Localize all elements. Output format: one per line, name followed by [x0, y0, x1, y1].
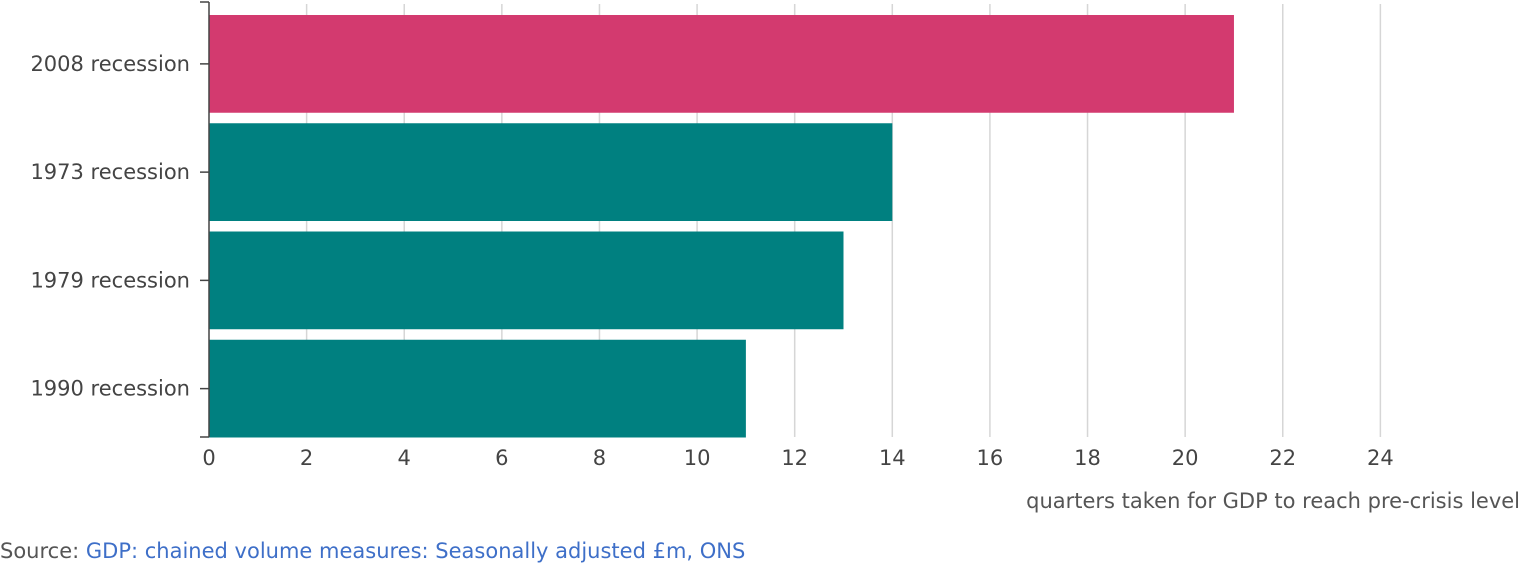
axes: 2008 recession 1973 recession 1979 recessi… [30, 1, 1394, 470]
x-tick-label-20: 20 [1172, 446, 1199, 470]
x-tick-label-12: 12 [781, 446, 808, 470]
x-tick-label-16: 16 [977, 446, 1004, 470]
x-axis-title: quarters taken for GDP to reach pre-cris… [1026, 489, 1520, 513]
y-tick-label: 2008 recession [30, 52, 190, 76]
bar-chart: 2008 recession 1973 recession 1979 recessi… [30, 1, 1520, 513]
x-tick-label-18: 18 [1074, 446, 1101, 470]
x-tick-label-2: 2 [300, 446, 313, 470]
bar-2008-recession [209, 15, 1234, 113]
x-tick-label-4: 4 [398, 446, 411, 470]
source-prefix: Source: [0, 539, 86, 563]
bars [209, 15, 1234, 438]
y-tick-label: 1973 recession [30, 160, 190, 184]
bar-1973-recession [209, 123, 893, 221]
x-tick-label-0: 0 [202, 446, 215, 470]
x-tick-label-24: 24 [1367, 446, 1394, 470]
bar-1979-recession [209, 231, 844, 330]
y-tick-label: 1979 recession [30, 268, 190, 292]
source-link[interactable]: GDP: chained volume measures: Seasonally… [85, 539, 746, 563]
x-tick-label-8: 8 [593, 446, 606, 470]
bar-1990-recession [209, 339, 746, 438]
x-tick-label-6: 6 [495, 446, 508, 470]
x-tick-label-10: 10 [684, 446, 711, 470]
x-tick-label-14: 14 [879, 446, 906, 470]
y-tick-label: 1990 recession [30, 377, 190, 401]
x-tick-label-22: 22 [1269, 446, 1296, 470]
source-note: Source: GDP: chained volume measures: Se… [0, 539, 745, 563]
